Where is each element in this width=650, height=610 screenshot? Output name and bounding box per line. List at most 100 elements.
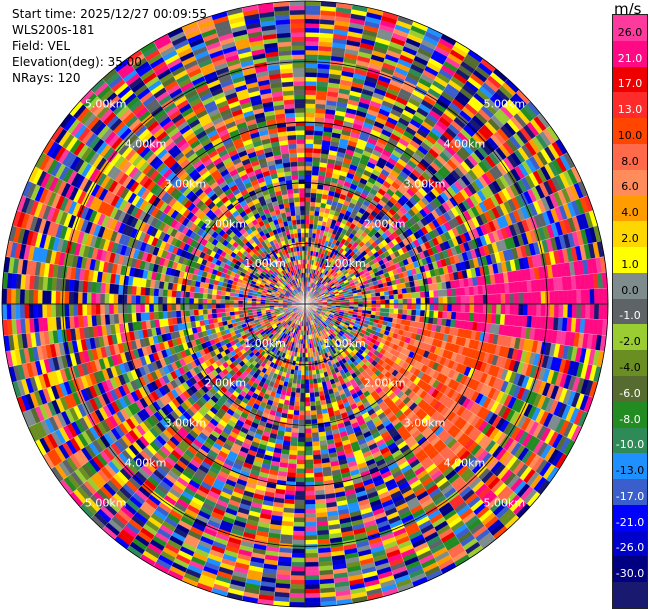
gate-cell (291, 553, 306, 559)
gate-cell (286, 476, 297, 483)
gate-cell (438, 296, 444, 305)
gate-cell (309, 396, 316, 403)
gate-cell (393, 303, 399, 310)
gate-cell (304, 477, 315, 483)
gate-cell (468, 286, 475, 296)
gate-cell (442, 288, 448, 297)
gate-cell (401, 287, 408, 294)
gate-cell (304, 210, 311, 216)
gate-cell (304, 228, 310, 233)
gate-cell (304, 566, 320, 572)
gate-cell (402, 293, 408, 300)
gate-cell (393, 298, 399, 305)
gate-cell (295, 472, 306, 478)
gate-cell (313, 130, 324, 136)
gate-cell (589, 288, 595, 305)
gate-cell (304, 67, 318, 73)
gate-cell (304, 138, 314, 144)
gate-cell (290, 436, 299, 443)
gate-cell (284, 489, 296, 496)
gate-cell (304, 526, 318, 532)
gate-cell (295, 468, 306, 474)
gate-cell (293, 405, 300, 411)
gate-cell (304, 379, 310, 385)
gate-cell (304, 588, 321, 594)
gate-cell (416, 297, 422, 305)
gate-cell (389, 308, 395, 314)
gate-cell (500, 293, 506, 305)
gate-cell (296, 455, 306, 461)
gate-cell (397, 313, 403, 320)
gate-cell (313, 463, 323, 469)
gate-cell (416, 303, 422, 311)
gate-cell (296, 464, 306, 470)
gate-cell (296, 379, 302, 385)
gate-cell (299, 397, 306, 403)
gate-cell (464, 312, 470, 322)
gate-cell (304, 553, 319, 559)
gate-cell (310, 192, 317, 198)
gate-cell (304, 5, 321, 11)
gate-cell (310, 405, 317, 411)
gate-cell (518, 292, 524, 305)
gate-cell (304, 530, 318, 536)
gate-cell (292, 419, 300, 425)
gate-cell (314, 489, 326, 496)
gate-cell (490, 313, 497, 325)
gate-cell (313, 467, 323, 474)
gate-cell (291, 557, 306, 563)
gate-cell (558, 290, 564, 305)
gate-cell (459, 312, 466, 321)
gate-cell (304, 27, 320, 33)
gate-cell (571, 289, 577, 305)
gate-cell (312, 454, 322, 460)
gate-cell (298, 428, 306, 434)
gate-cell (304, 455, 314, 461)
gate-cell (290, 432, 299, 438)
gate-cell (304, 36, 320, 42)
gate-cell (585, 288, 591, 305)
gate-cell (380, 303, 386, 309)
gate-cell (304, 45, 319, 51)
gate-cell (296, 374, 302, 380)
gate-cell (304, 76, 318, 82)
gate-cell (288, 454, 298, 460)
gate-cell (375, 307, 381, 313)
gate-cell (310, 183, 318, 189)
gate-cell (294, 495, 306, 501)
gate-cell (294, 401, 301, 407)
gate-cell (309, 214, 315, 220)
gate-cell (509, 292, 515, 305)
gate-cell (299, 392, 306, 398)
gate-cell (315, 201, 322, 208)
gate-cell (304, 201, 311, 207)
gate-cell (585, 303, 591, 320)
gate-cell (367, 303, 372, 308)
gate-cell (312, 441, 321, 447)
gate-cell (304, 472, 315, 478)
gate-cell (304, 410, 311, 416)
gate-cell (451, 303, 457, 313)
gate-cell (309, 401, 316, 407)
gate-cell (406, 292, 412, 299)
gate-cell (429, 297, 435, 305)
gate-cell (491, 303, 497, 315)
gate-cell (300, 379, 306, 385)
gate-cell (536, 291, 542, 305)
gate-cell (304, 165, 313, 171)
gate-cell (451, 311, 457, 320)
gate-cell (304, 196, 311, 202)
gate-cell (407, 298, 413, 305)
gate-cell (311, 165, 320, 172)
gate-cell (389, 303, 395, 309)
gate-cell (487, 294, 493, 305)
gate-cell (304, 397, 311, 403)
gate-cell (602, 287, 609, 305)
gate-cell (469, 303, 475, 314)
gate-cell (429, 303, 435, 311)
gate-cell (299, 410, 306, 416)
gate-cell (437, 310, 444, 319)
gate-cell (402, 298, 408, 305)
gate-cell (295, 388, 301, 394)
